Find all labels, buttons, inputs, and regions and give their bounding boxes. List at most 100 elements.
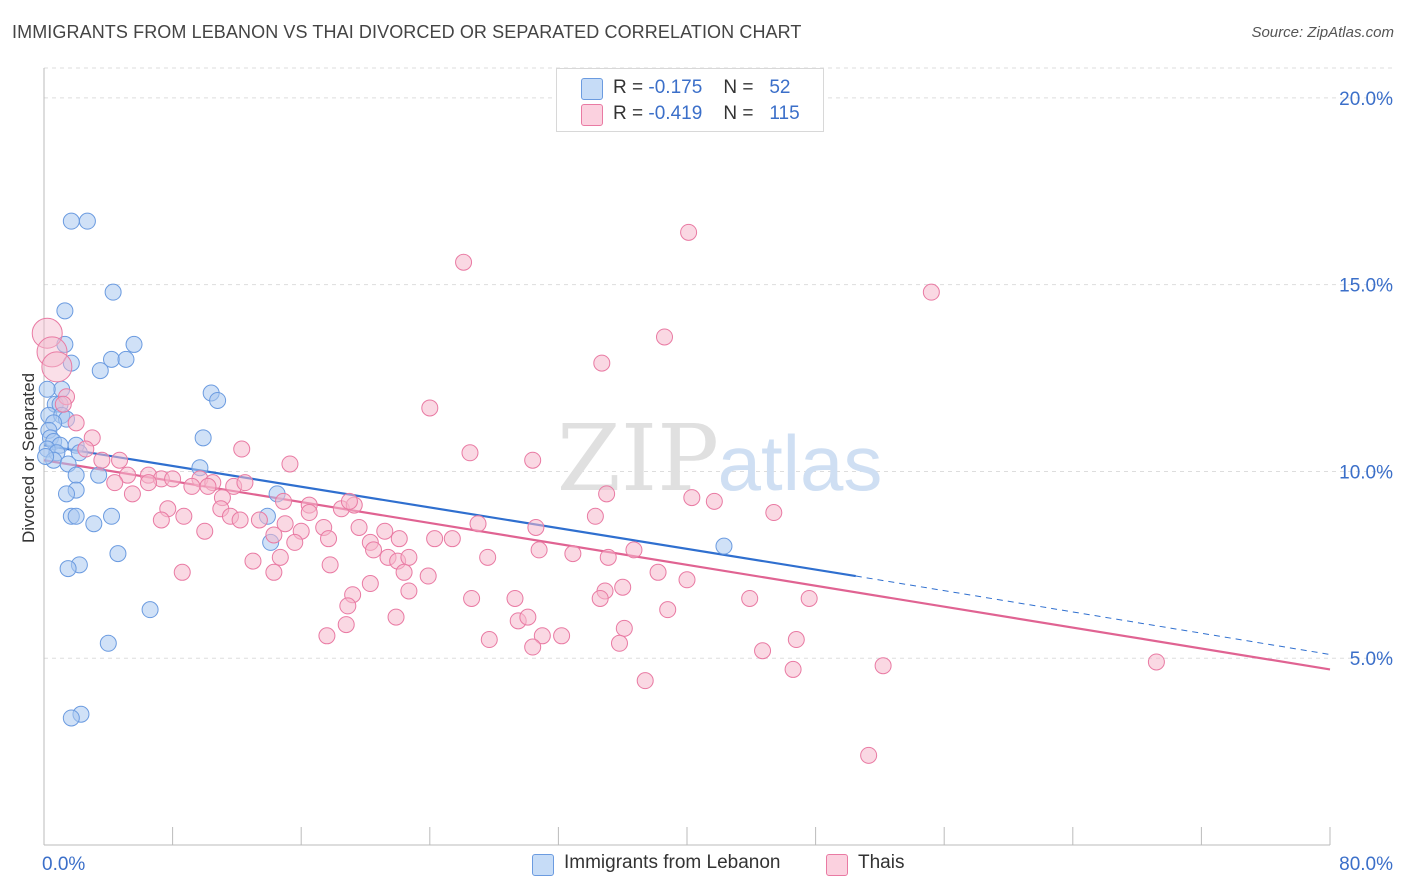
data-point: [455, 253, 473, 271]
data-point: [54, 395, 72, 413]
data-point: [196, 522, 214, 540]
data-point: [480, 631, 498, 649]
data-point: [38, 380, 56, 398]
data-point: [683, 489, 701, 507]
data-point: [265, 526, 283, 544]
data-point: [56, 302, 74, 320]
data-point: [41, 351, 73, 383]
data-point: [922, 283, 940, 301]
trend-line-lebanon-extension: [855, 575, 1331, 655]
data-point: [591, 589, 609, 607]
data-point: [524, 451, 542, 469]
data-point: [77, 440, 95, 458]
data-point: [586, 507, 604, 525]
data-point: [625, 541, 643, 559]
data-point: [67, 507, 85, 525]
data-point: [275, 492, 293, 510]
data-point: [103, 507, 121, 525]
source-label: Source: ZipAtlas.com: [1251, 24, 1394, 41]
data-point: [67, 414, 85, 432]
legend-r-value-lebanon: -0.175: [648, 77, 703, 98]
data-point: [58, 485, 76, 503]
data-point: [340, 492, 358, 510]
data-point: [390, 530, 408, 548]
data-point: [365, 541, 383, 559]
data-point: [173, 563, 191, 581]
data-point: [463, 589, 481, 607]
data-point: [860, 746, 878, 764]
data-point: [250, 511, 268, 529]
data-point: [141, 601, 159, 619]
data-point: [874, 657, 892, 675]
data-point: [271, 548, 289, 566]
data-point: [614, 578, 632, 596]
data-point: [125, 335, 143, 353]
data-point: [649, 563, 667, 581]
data-point: [564, 545, 582, 563]
stats-legend: R = -0.175 N = 52 R = -0.419 N = 115: [556, 68, 824, 132]
y-tick-label: 20.0%: [1339, 89, 1393, 110]
data-point: [321, 556, 339, 574]
legend-r-label: R =: [613, 103, 644, 124]
data-point: [194, 429, 212, 447]
data-point: [236, 474, 254, 492]
data-point: [419, 567, 437, 585]
data-point: [91, 362, 109, 380]
data-point: [117, 350, 135, 368]
data-point: [350, 518, 368, 536]
data-point: [104, 283, 122, 301]
data-point: [183, 477, 201, 495]
data-point: [67, 466, 85, 484]
data-point: [36, 336, 68, 368]
data-point: [244, 552, 262, 570]
y-tick-label: 10.0%: [1339, 462, 1393, 483]
data-point: [680, 223, 698, 241]
tick-labels: 5.0% 10.0% 15.0% 20.0% 0.0% 80.0%: [42, 89, 1393, 875]
data-point: [337, 616, 355, 634]
data-point: [784, 660, 802, 678]
data-point: [524, 638, 542, 656]
data-point: [426, 530, 444, 548]
data-point: [754, 642, 772, 660]
data-point: [123, 485, 141, 503]
legend-n-value-lebanon: 52: [769, 77, 791, 98]
data-point: [231, 511, 249, 529]
data-point: [62, 212, 80, 230]
data-point: [741, 589, 759, 607]
data-point: [678, 571, 696, 589]
y-tick-label: 15.0%: [1339, 276, 1393, 297]
y-tick-label: 5.0%: [1350, 649, 1393, 670]
data-point: [361, 575, 379, 593]
trend-line-lebanon: [43, 444, 856, 578]
data-point: [276, 515, 294, 533]
data-point: [787, 631, 805, 649]
data-point: [164, 470, 182, 488]
data-point: [109, 545, 127, 563]
data-point: [286, 533, 304, 551]
data-point: [461, 444, 479, 462]
data-point: [119, 466, 137, 484]
legend-swatch-lebanon: [532, 854, 554, 876]
legend-n-value-thais: 115: [769, 103, 800, 124]
data-point: [78, 212, 96, 230]
data-point: [339, 597, 357, 615]
data-point: [610, 634, 628, 652]
legend-swatch-thais: [581, 104, 603, 126]
data-point: [443, 530, 461, 548]
data-point: [527, 518, 545, 536]
data-point: [655, 328, 673, 346]
data-point: [421, 399, 439, 417]
legend-r-label: R =: [613, 77, 644, 98]
legend-label-lebanon: Immigrants from Lebanon: [564, 852, 781, 873]
data-point: [318, 627, 336, 645]
data-point: [715, 537, 733, 555]
data-point: [90, 466, 108, 484]
trend-line-thais: [43, 459, 1331, 671]
data-point: [139, 474, 157, 492]
data-point: [659, 601, 677, 619]
data-point: [705, 492, 723, 510]
trend-lines: [43, 444, 1331, 671]
data-point: [152, 511, 170, 529]
legend-swatch-thais: [826, 854, 848, 876]
data-point: [400, 548, 418, 566]
